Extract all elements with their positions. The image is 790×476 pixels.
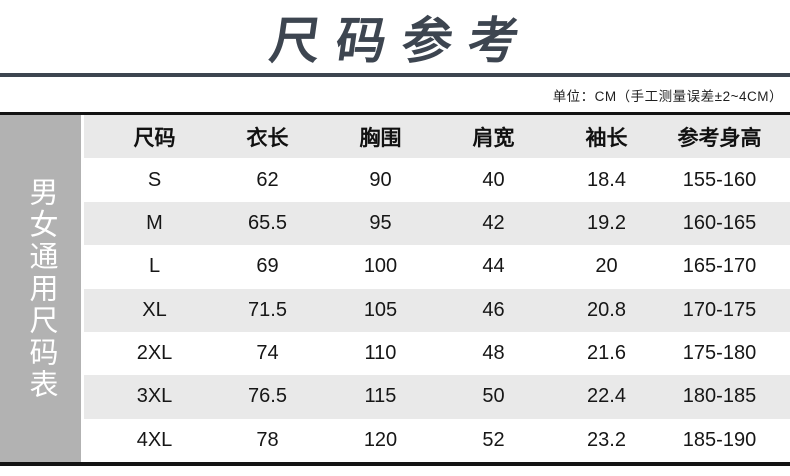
- column-header-sleeve: 袖长: [585, 126, 628, 150]
- page-title: 尺码参考: [266, 12, 539, 69]
- cell-sleeve: 18.4: [587, 168, 626, 191]
- cell-sleeve: 21.6: [587, 342, 626, 365]
- cell-size: 3XL: [136, 385, 173, 408]
- cell-chest: 105: [363, 298, 398, 321]
- cell-height: 170-175: [682, 298, 757, 321]
- cell-size: M: [146, 211, 163, 234]
- cell-length: 76.5: [248, 385, 287, 408]
- cell-length: 62: [256, 168, 279, 191]
- cell-size: L: [148, 255, 161, 278]
- column-header-height: 参考身高: [677, 126, 762, 150]
- cell-height: 160-165: [682, 211, 757, 234]
- cell-length: 71.5: [248, 298, 287, 321]
- cell-size: 2XL: [136, 342, 173, 365]
- cell-shoulder: 48: [482, 342, 505, 365]
- title-divider: [0, 73, 790, 77]
- cell-chest: 90: [369, 168, 392, 191]
- table-row-s: S 62 90 40 18.4 155-160: [84, 158, 790, 202]
- cell-height: 180-185: [682, 385, 757, 408]
- title-bar: 尺码参考: [0, 0, 790, 73]
- sidebar-banner: 男女通用尺码表: [0, 115, 81, 462]
- table-row-4xl: 4XL 78 120 52 23.2 185-190: [84, 418, 790, 462]
- cell-chest: 100: [363, 255, 398, 278]
- cell-sleeve: 19.2: [587, 211, 626, 234]
- cell-height: 165-170: [682, 255, 757, 278]
- cell-height: 185-190: [682, 428, 757, 451]
- cell-sleeve: 23.2: [587, 428, 626, 451]
- cell-sleeve: 20: [595, 255, 618, 278]
- column-header-length: 衣长: [246, 126, 289, 150]
- table-row-2xl: 2XL 74 110 48 21.6 175-180: [84, 331, 790, 376]
- cell-size: S: [147, 168, 162, 191]
- cell-chest: 110: [364, 342, 397, 365]
- cell-sleeve: 22.4: [587, 385, 626, 408]
- table-row-3xl: 3XL 76.5 115 50 22.4 180-185: [84, 375, 790, 419]
- cell-shoulder: 42: [482, 211, 505, 234]
- cell-height: 155-160: [682, 168, 757, 191]
- cell-sleeve: 20.8: [587, 298, 626, 321]
- cell-height: 175-180: [682, 342, 757, 365]
- cell-length: 74: [256, 342, 279, 365]
- cell-length: 69: [256, 255, 279, 278]
- cell-size: XL: [142, 298, 167, 321]
- cell-size: 4XL: [136, 428, 173, 451]
- unit-note: 单位：CM（手工测量误差±2~4CM）: [552, 88, 783, 104]
- size-chart-block: 男女通用尺码表 尺码 衣长 胸围 肩宽 袖长 参考身高 S 62 90 40 1…: [0, 112, 790, 466]
- table-row-xl: XL 71.5 105 46 20.8 170-175: [84, 288, 790, 332]
- column-header-chest: 胸围: [359, 126, 402, 150]
- cell-shoulder: 50: [482, 385, 505, 408]
- cell-shoulder: 52: [482, 428, 505, 451]
- size-table: 尺码 衣长 胸围 肩宽 袖长 参考身高 S 62 90 40 18.4 155-…: [84, 115, 790, 462]
- column-header-shoulder: 肩宽: [472, 126, 515, 150]
- column-header-size: 尺码: [133, 126, 176, 150]
- cell-chest: 95: [369, 211, 392, 234]
- cell-shoulder: 40: [482, 168, 505, 191]
- cell-chest: 115: [364, 385, 397, 408]
- cell-length: 65.5: [248, 211, 287, 234]
- cell-chest: 120: [363, 428, 398, 451]
- sidebar-vertical-label: 男女通用尺码表: [25, 176, 57, 401]
- table-row-l: L 69 100 44 20 165-170: [84, 245, 790, 289]
- cell-shoulder: 44: [482, 255, 505, 278]
- table-row-m: M 65.5 95 42 19.2 160-165: [84, 201, 790, 246]
- cell-length: 78: [256, 428, 279, 451]
- unit-note-row: 单位：CM（手工测量误差±2~4CM）: [0, 77, 790, 112]
- cell-shoulder: 46: [482, 298, 505, 321]
- table-header-row: 尺码 衣长 胸围 肩宽 袖长 参考身高: [84, 115, 790, 159]
